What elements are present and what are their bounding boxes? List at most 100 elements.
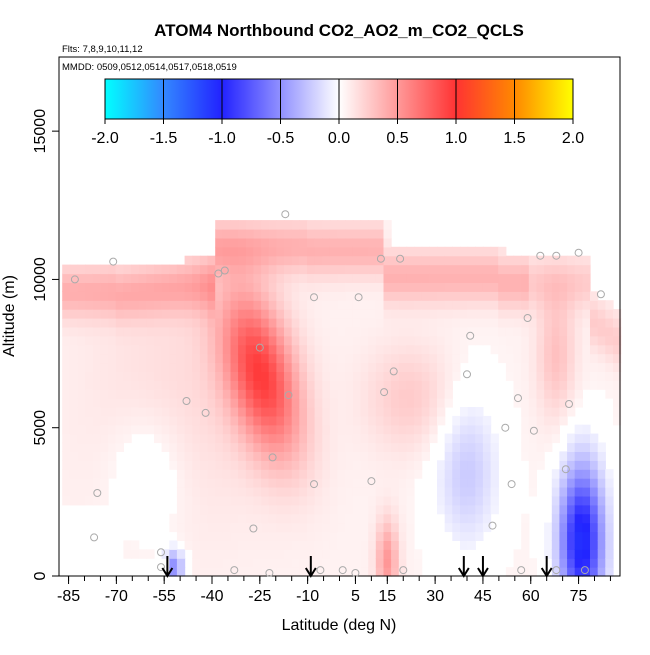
heatmap-cell [284,424,293,435]
heatmap-cell [307,495,316,506]
heatmap-cell [284,326,293,337]
heatmap-cell [284,398,293,408]
heatmap-cell [452,424,461,435]
heatmap-cell [284,522,293,533]
heatmap-cell [383,522,392,533]
heatmap-cell [115,371,124,381]
heatmap-cell [108,362,117,372]
heatmap-cell [146,309,155,319]
heatmap-cell [230,282,239,292]
heatmap-cell [368,442,377,452]
heatmap-cell [154,371,163,381]
heatmap-cell [582,309,591,319]
heatmap-cell [383,344,392,355]
heatmap-cell [268,291,277,301]
heatmap-cell [414,451,423,461]
heatmap-cell [444,478,453,488]
heatmap-cell [322,398,331,408]
heatmap-cell [199,335,209,346]
heatmap-cell [513,558,522,568]
heatmap-cell [207,255,216,266]
heatmap-cell [146,389,155,399]
heatmap-cell [69,273,79,283]
heatmap-cell [261,300,270,310]
heatmap-cell [551,567,560,577]
heatmap-cell [299,344,308,355]
heatmap-cell [505,344,515,355]
heatmap-cell [322,540,331,550]
heatmap-cell [192,335,201,346]
heatmap-cell [528,371,537,381]
heatmap-cell [314,567,323,577]
x-tick-label: 15 [378,588,396,605]
heatmap-cell [429,255,438,266]
heatmap-cell [176,478,186,488]
heatmap-cell [115,344,124,355]
heatmap-cell [444,522,453,533]
heatmap-cell [307,353,316,364]
heatmap-cell [406,460,415,470]
heatmap-cell [92,371,102,381]
heatmap-cell [230,344,239,355]
heatmap-cell [276,558,285,568]
heatmap-cell [490,309,499,319]
heatmap-cell [192,415,201,426]
heatmap-cell [567,389,576,399]
colorbar-tick-label: 0.5 [386,130,408,147]
heatmap-cell [521,273,530,283]
heatmap-cell [352,220,362,230]
heatmap-cell [77,318,86,328]
heatmap-cell [605,478,614,488]
heatmap-cell [605,531,614,541]
heatmap-cell [368,389,377,399]
heatmap-cell [490,318,499,328]
heatmap-cell [291,540,300,550]
heatmap-cell [391,487,400,497]
heatmap-cell [176,433,186,444]
heatmap-cell [345,460,354,470]
heatmap-cell [322,460,331,470]
heatmap-cell [375,495,385,506]
heatmap-cell [207,522,216,533]
heatmap-cell [100,415,109,426]
heatmap-cell [559,398,568,408]
heatmap-cell [551,424,560,435]
heatmap-cell [77,407,86,417]
heatmap-cell [383,246,392,257]
heatmap-cell [115,424,124,435]
heatmap-cell [253,255,262,266]
heatmap-cell [238,229,247,239]
heatmap-cell [261,246,270,257]
heatmap-cell [284,469,293,479]
heatmap-cell [291,522,300,533]
heatmap-cell [276,540,285,550]
heatmap-cell [329,362,339,372]
heatmap-cell [551,264,560,275]
heatmap-cell [383,442,392,452]
heatmap-cell [582,540,591,550]
heatmap-cell [597,335,606,346]
heatmap-cell [421,246,430,257]
heatmap-cell [199,344,209,355]
heatmap-cell [398,335,408,346]
heatmap-cell [299,567,308,577]
heatmap-cell [613,326,622,337]
heatmap-cell [184,469,193,479]
heatmap-cell [536,407,545,417]
heatmap-cell [123,424,132,435]
heatmap-cell [62,309,71,319]
heatmap-cell [490,246,499,257]
heatmap-cell [383,291,392,301]
heatmap-cell [268,318,277,328]
heatmap-cell [544,549,553,559]
heatmap-cell [360,362,369,372]
x-tick-label: 75 [570,588,588,605]
heatmap-cell [590,433,599,444]
heatmap-cell [268,415,277,426]
heatmap-cell [391,495,400,506]
heatmap-cell [590,451,599,461]
heatmap-cell [360,264,369,275]
heatmap-cell [574,469,583,479]
heatmap-cell [291,487,300,497]
heatmap-cell [85,326,94,337]
